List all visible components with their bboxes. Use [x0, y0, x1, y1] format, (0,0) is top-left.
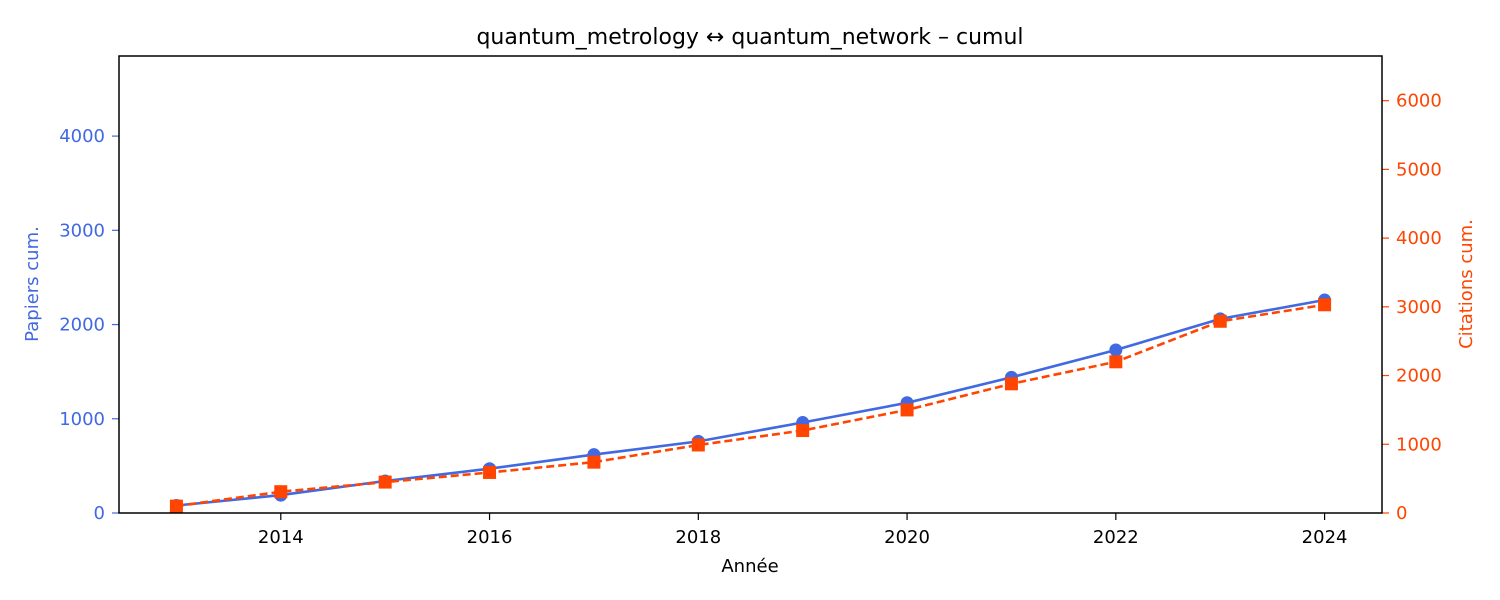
data-point-right	[587, 455, 601, 469]
right-y-tick-label: 0	[1396, 503, 1407, 524]
left-y-axis-title: Papiers cum.	[22, 226, 43, 342]
right-y-tick-label: 5000	[1396, 159, 1442, 180]
x-tick-label: 2024	[1302, 527, 1348, 548]
x-tick-label: 2014	[258, 527, 304, 548]
data-point-right	[1318, 298, 1332, 312]
right-y-tick-label: 1000	[1396, 434, 1442, 455]
x-tick-label: 2020	[884, 527, 930, 548]
left-y-tick-label: 1000	[59, 409, 105, 430]
series-layer	[169, 293, 1332, 513]
right-y-tick-label: 6000	[1396, 91, 1442, 112]
left-y-tick-label: 2000	[59, 315, 105, 336]
data-point-right	[1109, 355, 1123, 369]
data-point-right	[1213, 314, 1227, 328]
x-axis-title: Année	[721, 556, 778, 577]
plot-frame	[118, 55, 1383, 514]
right-y-tick-label: 3000	[1396, 297, 1442, 318]
left-y-axis-ticks: 0 1000 2000 3000 4000	[59, 126, 119, 524]
series-line-right	[176, 303, 1325, 508]
data-point-right	[378, 475, 392, 489]
data-point-left	[1109, 343, 1123, 357]
right-y-tick-label: 2000	[1396, 366, 1442, 387]
x-tick-label: 2022	[1093, 527, 1139, 548]
series-line-left	[176, 298, 1325, 507]
right-y-tick-label: 4000	[1396, 228, 1442, 249]
x-tick-label: 2016	[467, 527, 513, 548]
right-y-axis-ticks: 0 1000 2000 3000 4000 5000 6000	[1382, 91, 1442, 524]
x-axis-ticks: 2014 2016 2018 2020 2022 2024	[258, 513, 1348, 548]
left-y-tick-label: 3000	[59, 220, 105, 241]
left-y-tick-label: 0	[94, 503, 105, 524]
x-tick-label: 2018	[675, 527, 721, 548]
data-point-right	[691, 438, 705, 452]
right-y-axis-title: Citations cum.	[1456, 219, 1477, 349]
left-y-tick-label: 4000	[59, 126, 105, 147]
data-point-right	[274, 485, 288, 499]
data-point-right	[1004, 377, 1018, 391]
data-point-right	[796, 424, 810, 438]
data-point-right	[169, 499, 183, 513]
data-point-right	[483, 465, 497, 479]
chart-title: quantum_metrology ↔ quantum_network – cu…	[476, 25, 1023, 50]
data-point-right	[900, 403, 914, 417]
